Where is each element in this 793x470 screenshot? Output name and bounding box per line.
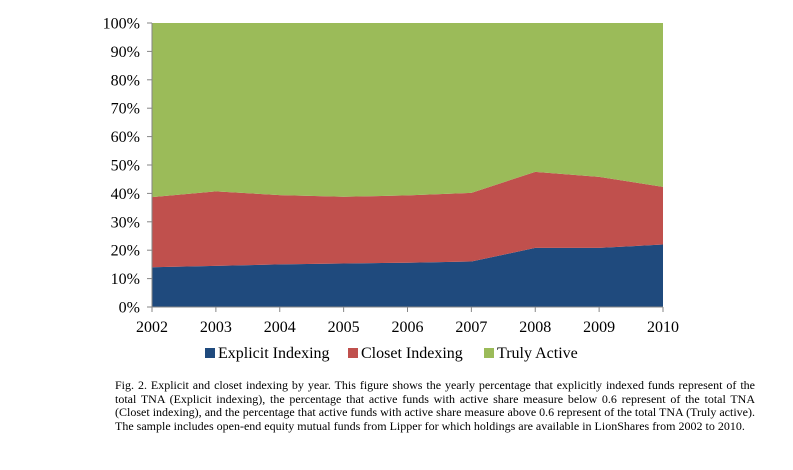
y-tick-label: 70% bbox=[111, 101, 140, 118]
x-tick-label: 2009 bbox=[583, 319, 615, 336]
y-tick-label: 20% bbox=[111, 243, 140, 260]
x-tick-label: 2003 bbox=[200, 319, 232, 336]
y-tick-label: 50% bbox=[111, 158, 140, 175]
y-tick-label: 100% bbox=[103, 16, 140, 33]
y-tick-label: 80% bbox=[111, 72, 140, 89]
x-tick-labels: 2002 2003 2004 2005 2006 2007 2008 2009 2010 bbox=[136, 319, 679, 336]
x-tick-label: 2005 bbox=[328, 319, 360, 336]
chart-axes bbox=[147, 22, 664, 312]
x-tick-label: 2004 bbox=[264, 319, 296, 336]
legend-label-truly-active: Truly Active bbox=[497, 345, 578, 362]
area-truly-active bbox=[152, 23, 663, 198]
y-tick-label: 30% bbox=[111, 214, 140, 231]
y-tick-label: 90% bbox=[111, 44, 140, 61]
legend: Explicit Indexing Closet Indexing Truly Ac… bbox=[205, 345, 578, 362]
legend-swatch-explicit-indexing bbox=[205, 348, 215, 358]
legend-label-explicit-indexing: Explicit Indexing bbox=[218, 345, 330, 362]
legend-swatch-truly-active bbox=[484, 348, 494, 358]
legend-label-closet-indexing: Closet Indexing bbox=[361, 345, 463, 362]
x-tick-label: 2006 bbox=[392, 319, 424, 336]
figure-caption: Fig. 2. Explicit and closet indexing by … bbox=[115, 378, 755, 433]
y-tick-labels: 0% 10% 20% 30% 40% 50% 60% 70% 80% 90% 100% bbox=[103, 16, 140, 317]
y-tick-label: 60% bbox=[111, 129, 140, 146]
chart-areas bbox=[152, 23, 663, 307]
y-tick-label: 10% bbox=[111, 271, 140, 288]
y-tick-label: 40% bbox=[111, 186, 140, 203]
area-explicit-indexing bbox=[152, 244, 663, 307]
area-closet-indexing bbox=[152, 171, 663, 268]
x-tick-label: 2008 bbox=[519, 319, 551, 336]
y-tick-label: 0% bbox=[119, 300, 140, 317]
x-tick-label: 2002 bbox=[136, 319, 168, 336]
stacked-area-chart: 0%10%20%30%40%50%60%70%80%90%100% 2002 20… bbox=[103, 16, 679, 363]
x-tick-label: 2007 bbox=[455, 319, 487, 336]
x-tick-label: 2010 bbox=[647, 319, 679, 336]
legend-swatch-closet-indexing bbox=[348, 348, 358, 358]
